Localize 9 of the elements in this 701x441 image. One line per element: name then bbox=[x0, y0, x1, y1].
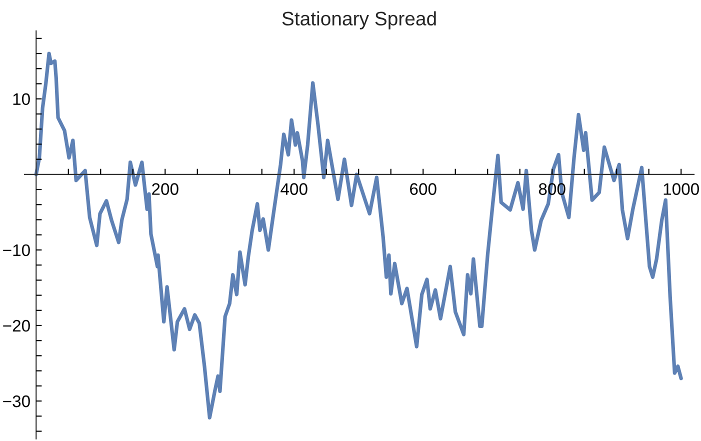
y-tick-label: −20 bbox=[3, 320, 30, 332]
x-tick-label: 400 bbox=[280, 183, 308, 195]
y-tick-label: −30 bbox=[3, 395, 30, 408]
y-tick-label: −10 bbox=[3, 244, 30, 256]
x-tick-label: 200 bbox=[152, 183, 178, 195]
x-tick-label: 600 bbox=[410, 183, 436, 195]
chart-title: Stationary Spread bbox=[282, 11, 436, 30]
x-tick-label: 1000 bbox=[664, 183, 699, 195]
y-tick-label: 10 bbox=[13, 93, 30, 106]
